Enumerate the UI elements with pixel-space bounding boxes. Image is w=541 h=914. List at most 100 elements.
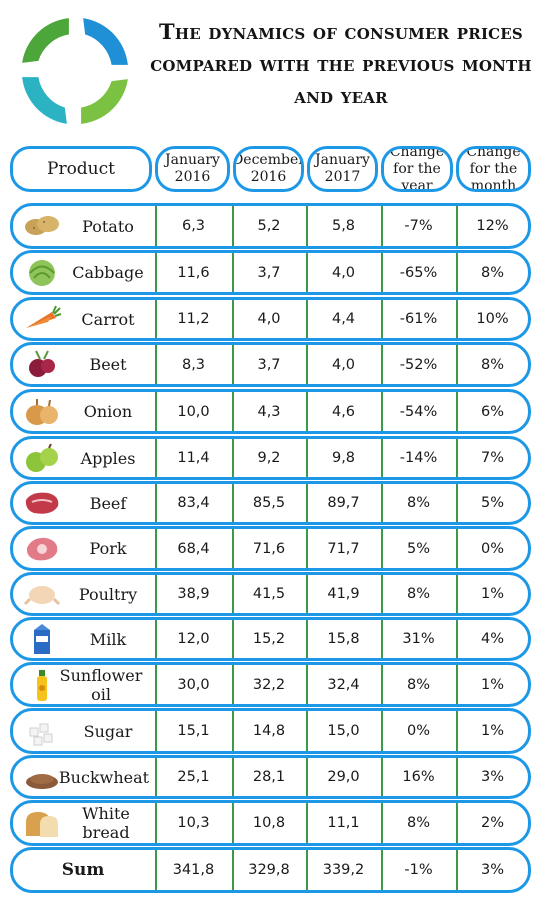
column-divider bbox=[306, 803, 308, 843]
table-row bbox=[10, 708, 531, 754]
column-header: Change for the month bbox=[456, 146, 531, 192]
logo-blade bbox=[83, 18, 128, 65]
column-divider bbox=[381, 439, 383, 477]
column-divider bbox=[381, 300, 383, 338]
table-cell: 4,0 bbox=[331, 356, 356, 373]
column-divider bbox=[381, 575, 383, 613]
table-cell: 4,6 bbox=[331, 403, 356, 420]
column-divider bbox=[456, 300, 458, 338]
column-divider bbox=[456, 529, 458, 568]
table-cell: 5,8 bbox=[331, 218, 356, 234]
product-name: Carrot bbox=[81, 309, 135, 329]
table-cell: 25,1 bbox=[177, 769, 210, 785]
column-divider bbox=[232, 529, 234, 568]
product-name: Beef bbox=[89, 493, 127, 513]
product-name: Apples bbox=[80, 448, 136, 468]
column-divider bbox=[232, 206, 234, 246]
column-divider bbox=[155, 300, 157, 338]
table-cell: 5% bbox=[480, 495, 504, 511]
table-row bbox=[10, 203, 531, 249]
column-divider bbox=[155, 392, 157, 431]
column-divider bbox=[306, 575, 308, 613]
column-divider bbox=[232, 345, 234, 384]
table-cell: 14,8 bbox=[252, 723, 286, 739]
table-cell: 1% bbox=[480, 586, 504, 602]
column-divider bbox=[456, 484, 458, 522]
column-divider bbox=[381, 665, 383, 704]
column-divider bbox=[232, 392, 234, 431]
column-divider bbox=[232, 253, 234, 292]
column-divider bbox=[381, 620, 383, 658]
table-cell: 7% bbox=[480, 450, 504, 466]
column-header: Change for the year bbox=[381, 146, 453, 192]
table-cell: 5,2 bbox=[257, 218, 281, 234]
column-divider bbox=[232, 758, 234, 796]
table-cell: 3,7 bbox=[257, 264, 281, 281]
table-cell: 329,8 bbox=[248, 862, 290, 878]
table-cell: -52% bbox=[399, 356, 438, 373]
table-cell: 3% bbox=[480, 862, 504, 878]
table-cell: 15,0 bbox=[327, 723, 360, 739]
column-divider bbox=[232, 850, 234, 890]
table-cell: 85,5 bbox=[252, 495, 286, 511]
product-name: White bread bbox=[82, 804, 130, 842]
pork-icon bbox=[26, 537, 58, 560]
product-name: Cabbage bbox=[72, 263, 144, 282]
column-divider bbox=[456, 758, 458, 796]
carrot-icon bbox=[26, 305, 62, 328]
column-divider bbox=[232, 620, 234, 658]
table-cell: 10,3 bbox=[177, 815, 210, 831]
table-cell: 8% bbox=[406, 586, 430, 602]
table-cell: 30,0 bbox=[177, 676, 210, 693]
apples-icon bbox=[26, 443, 58, 472]
table-row bbox=[10, 800, 531, 846]
column-divider bbox=[306, 665, 308, 704]
column-divider bbox=[381, 206, 383, 246]
column-header: January 2017 bbox=[307, 146, 378, 192]
table-cell: 6% bbox=[480, 403, 504, 420]
table-row bbox=[10, 617, 531, 661]
column-divider bbox=[155, 484, 157, 522]
column-divider bbox=[381, 484, 383, 522]
logo-blade bbox=[22, 77, 67, 124]
column-divider bbox=[155, 206, 157, 246]
table-row bbox=[10, 481, 531, 525]
logo bbox=[22, 18, 128, 124]
table-cell: -61% bbox=[399, 311, 438, 327]
product-name: Beet bbox=[89, 355, 127, 374]
column-divider bbox=[155, 439, 157, 477]
table-row bbox=[10, 342, 531, 387]
column-divider bbox=[155, 253, 157, 292]
column-divider bbox=[381, 529, 383, 568]
column-divider bbox=[456, 345, 458, 384]
table-cell: 1% bbox=[480, 723, 504, 739]
poultry-icon bbox=[23, 586, 61, 606]
column-divider bbox=[456, 850, 458, 890]
table-cell: 71,7 bbox=[327, 540, 360, 557]
white-bread-icon bbox=[26, 812, 58, 837]
column-header: December 2016 bbox=[233, 146, 304, 192]
table-cell: 11,6 bbox=[177, 264, 210, 281]
table-cell: 71,6 bbox=[252, 540, 286, 557]
column-divider bbox=[381, 392, 383, 431]
sum-label: Sum bbox=[61, 859, 105, 880]
table-cell: 15,2 bbox=[252, 631, 286, 647]
table-cell: 12,0 bbox=[177, 631, 210, 647]
table-cell: 41,9 bbox=[327, 586, 360, 602]
table-cell: 29,0 bbox=[327, 769, 360, 785]
column-divider bbox=[381, 345, 383, 384]
table-row bbox=[10, 662, 531, 707]
column-divider bbox=[306, 439, 308, 477]
column-divider bbox=[381, 803, 383, 843]
table-cell: -54% bbox=[399, 403, 438, 420]
column-divider bbox=[155, 575, 157, 613]
column-divider bbox=[155, 529, 157, 568]
column-divider bbox=[306, 392, 308, 431]
column-divider bbox=[232, 300, 234, 338]
column-divider bbox=[155, 758, 157, 796]
column-divider bbox=[456, 575, 458, 613]
table-row bbox=[10, 572, 531, 616]
potato-icon bbox=[25, 216, 59, 235]
column-divider bbox=[306, 529, 308, 568]
